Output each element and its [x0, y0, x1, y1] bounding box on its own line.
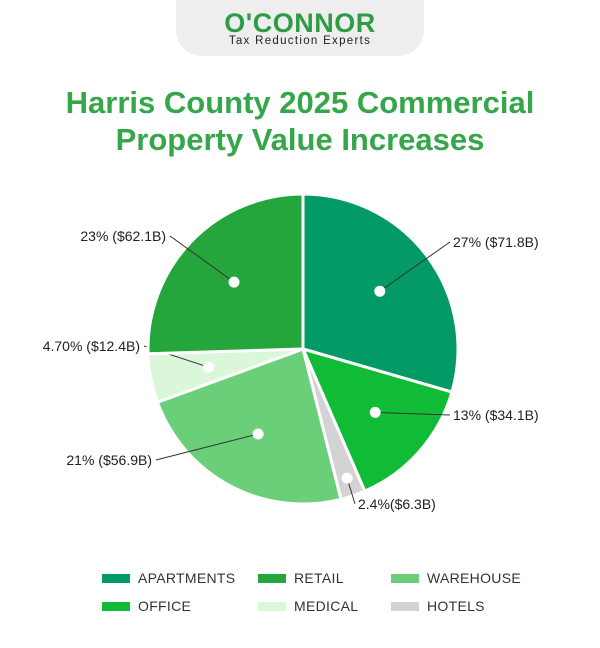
- legend-label-apartments: APARTMENTS: [138, 570, 236, 586]
- brand-logo: O'CONNOR: [224, 8, 376, 38]
- chart-legend: APARTMENTS RETAIL WAREHOUSE OFFICE MEDICAL HO…: [0, 566, 600, 626]
- slice-marker-apartments: [374, 285, 386, 297]
- slice-marker-hotels: [341, 472, 353, 484]
- legend-item-hotels: HOTELS: [391, 596, 485, 616]
- data-label-office: 13% ($34.1B): [453, 407, 539, 423]
- chart-title-line-1: Harris County 2025 Commercial: [65, 85, 535, 120]
- data-label-hotels: 2.4%($6.3B): [358, 496, 436, 512]
- pie-slice-warehouse: [155, 347, 343, 506]
- legend-swatch-hotels: [391, 601, 419, 611]
- brand-tagline: Tax Reduction Experts: [228, 35, 372, 47]
- data-label-retail: 23% ($62.1B): [80, 228, 166, 244]
- slice-marker-warehouse: [252, 428, 264, 440]
- legend-label-warehouse: WAREHOUSE: [427, 570, 521, 586]
- legend-item-retail: RETAIL: [258, 568, 344, 588]
- leader-line-warehouse: [155, 433, 259, 461]
- legend-swatch-retail: [258, 573, 286, 583]
- pie-slice-office: [300, 346, 454, 494]
- legend-label-hotels: HOTELS: [427, 598, 485, 614]
- legend-label-retail: RETAIL: [294, 570, 344, 586]
- logo-banner: O'CONNOR Tax Reduction Experts: [176, 0, 424, 56]
- legend-item-apartments: APARTMENTS: [102, 568, 235, 588]
- legend-item-warehouse: WAREHOUSE: [391, 568, 521, 588]
- legend-swatch-warehouse: [391, 573, 419, 583]
- chart-title-line-2: Property Value Increases: [115, 122, 485, 157]
- legend-item-medical: MEDICAL: [258, 596, 358, 616]
- leader-line-office: [375, 411, 451, 416]
- pie-slice-retail: [146, 192, 305, 356]
- data-label-warehouse: 21% ($56.9B): [66, 452, 152, 468]
- legend-label-office: OFFICE: [138, 598, 192, 614]
- data-label-apartments: 27% ($71.8B): [453, 234, 539, 250]
- legend-swatch-apartments: [102, 573, 130, 583]
- slice-marker-office: [369, 406, 381, 418]
- slice-marker-medical: [203, 361, 215, 373]
- slice-marker-retail: [228, 276, 240, 288]
- legend-item-office: OFFICE: [102, 596, 191, 616]
- data-label-medical: 4.70% ($12.4B): [43, 338, 140, 354]
- legend-swatch-office: [102, 601, 130, 611]
- leader-line-apartments: [379, 241, 451, 292]
- leader-line-retail: [169, 235, 235, 283]
- legend-swatch-medical: [258, 601, 286, 611]
- legend-label-medical: MEDICAL: [294, 598, 359, 614]
